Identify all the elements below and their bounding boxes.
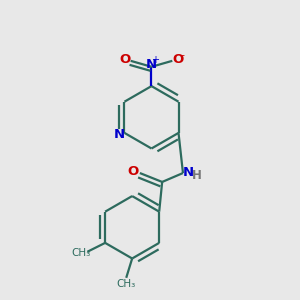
- Text: -: -: [181, 50, 185, 60]
- Text: N: N: [113, 128, 125, 141]
- Text: O: O: [120, 53, 131, 66]
- Text: N: N: [146, 58, 157, 71]
- Text: CH₃: CH₃: [116, 279, 135, 289]
- Text: O: O: [172, 53, 183, 66]
- Text: N: N: [183, 166, 194, 178]
- Text: +: +: [151, 55, 159, 65]
- Text: H: H: [191, 169, 201, 182]
- Text: O: O: [128, 165, 139, 178]
- Text: CH₃: CH₃: [71, 248, 90, 258]
